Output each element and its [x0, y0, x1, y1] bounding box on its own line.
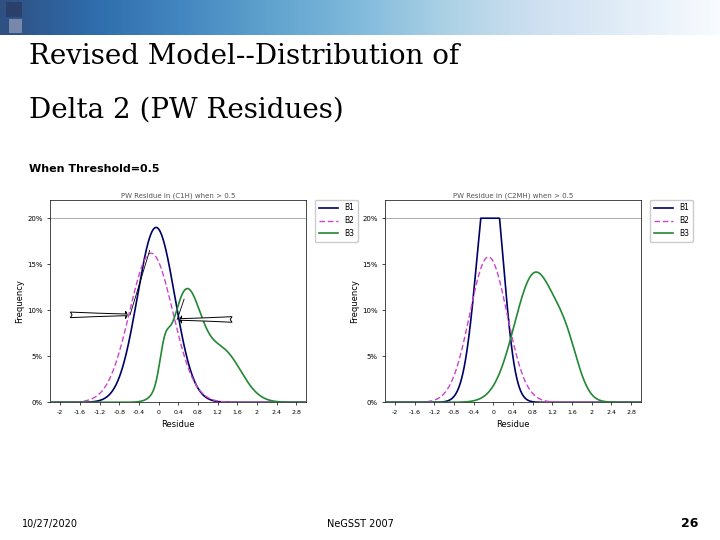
Y-axis label: Frequency: Frequency	[350, 279, 359, 323]
Text: NeGSST 2007: NeGSST 2007	[327, 519, 393, 529]
Legend: B1, B2, B3: B1, B2, B3	[649, 200, 693, 242]
X-axis label: Residue: Residue	[161, 421, 195, 429]
Text: Revised Model--Distribution of: Revised Model--Distribution of	[29, 44, 459, 71]
Bar	[6, 2, 22, 17]
Text: 26: 26	[681, 517, 698, 530]
Title: PW Residue in (C1H) when > 0.5: PW Residue in (C1H) when > 0.5	[121, 192, 235, 199]
Bar	[9, 19, 22, 33]
Text: 10/27/2020: 10/27/2020	[22, 519, 78, 529]
Text: When Threshold=0.5: When Threshold=0.5	[29, 164, 159, 174]
X-axis label: Residue: Residue	[496, 421, 530, 429]
Title: PW Residue in (C2MH) when > 0.5: PW Residue in (C2MH) when > 0.5	[453, 192, 573, 199]
Text: Delta 2 (PW Residues): Delta 2 (PW Residues)	[29, 97, 343, 124]
Y-axis label: Frequency: Frequency	[15, 279, 24, 323]
Legend: B1, B2, B3: B1, B2, B3	[315, 200, 358, 242]
